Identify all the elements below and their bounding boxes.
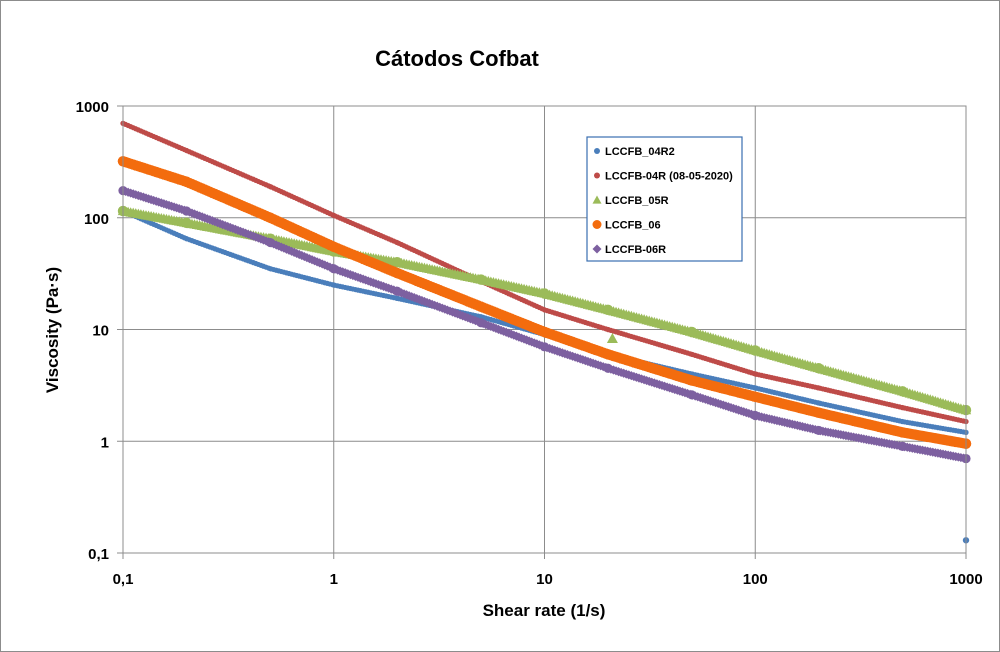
data-point <box>897 427 908 438</box>
data-point <box>814 425 824 436</box>
series-lccfb-06r <box>118 185 971 464</box>
x-tick-label: 100 <box>743 571 768 588</box>
data-point <box>181 206 192 216</box>
data-point <box>331 282 337 288</box>
data-point <box>181 176 192 187</box>
data-point <box>391 257 403 268</box>
data-point <box>603 363 613 373</box>
x-axis-title: Shear rate (1/s) <box>483 601 606 620</box>
legend-label: LCCFB_05R <box>605 195 669 207</box>
data-point <box>899 418 906 425</box>
data-point <box>539 326 550 338</box>
data-point <box>391 267 403 279</box>
outlier-point <box>606 333 618 343</box>
data-point <box>181 217 192 229</box>
data-point <box>265 237 275 248</box>
tick-labels: 0,1 1 10 100 1000 0,1 1 10 100 1000 <box>76 99 983 588</box>
legend: LCCFB_04R2 LCCFB-04R (08-05-2020) LCCFB_05… <box>586 136 743 262</box>
y-tick-label: 10 <box>92 323 109 340</box>
legend-entry: LCCFB_04R2 <box>594 146 675 158</box>
data-point <box>602 304 614 316</box>
legend-label: LCCFB-04R (08-05-2020) <box>605 171 733 183</box>
legend-entry: LCCFB-04R (08-05-2020) <box>594 171 733 183</box>
data-point <box>813 407 824 418</box>
data-point <box>394 295 400 301</box>
data-point <box>686 375 698 386</box>
x-tick-label: 1 <box>330 571 338 588</box>
legend-label: LCCFB_06 <box>605 220 661 232</box>
series-layer <box>117 120 972 544</box>
data-point <box>686 326 698 338</box>
data-point <box>475 301 487 312</box>
data-point <box>331 212 337 218</box>
y-tick-label: 100 <box>84 211 109 228</box>
data-point <box>897 386 908 397</box>
legend-marker <box>594 172 600 179</box>
data-point <box>816 400 822 406</box>
data-point <box>267 266 273 272</box>
legend-label: LCCFB_04R2 <box>605 146 675 158</box>
data-point <box>813 363 824 374</box>
data-point <box>750 410 760 421</box>
legend-marker <box>592 244 602 254</box>
data-point <box>605 326 611 333</box>
y-tick-label: 1000 <box>76 99 109 116</box>
data-point <box>183 236 190 242</box>
x-tick-label: 10 <box>536 571 553 588</box>
legend-entry: LCCFB_06 <box>592 220 661 232</box>
x-tick-label: 1000 <box>949 571 982 588</box>
data-point <box>750 391 761 402</box>
data-point <box>816 385 822 391</box>
y-tick-label: 0,1 <box>88 546 109 563</box>
data-point <box>265 212 276 223</box>
data-point <box>475 274 487 285</box>
data-point <box>539 342 550 352</box>
data-point <box>478 314 484 320</box>
y-tick-label: 1 <box>101 434 109 451</box>
legend-entry: LCCFB_05R <box>592 195 669 207</box>
x-tick-label: 0,1 <box>113 571 134 588</box>
series-lccfb-06 <box>117 156 972 449</box>
data-point <box>752 371 758 377</box>
data-point <box>897 441 908 451</box>
data-point <box>267 183 273 190</box>
chart-title: Cátodos Cofbat <box>375 46 539 71</box>
data-point <box>689 351 695 357</box>
data-point <box>183 147 190 154</box>
series-lccfb-04r-08-05-2020- <box>120 120 969 425</box>
data-point <box>541 307 548 313</box>
data-point <box>328 241 339 252</box>
data-point <box>899 405 906 411</box>
legend-marker <box>592 195 602 204</box>
legend-entry: LCCFB-06R <box>592 244 666 256</box>
data-point <box>602 349 614 360</box>
data-point <box>394 239 400 246</box>
data-point <box>476 318 486 328</box>
data-point <box>392 286 402 296</box>
legend-marker <box>592 220 602 229</box>
legend-box <box>586 136 743 262</box>
data-point <box>329 264 339 274</box>
y-axis-title: Viscosity (Pa·s) <box>43 267 62 393</box>
data-point <box>539 288 550 299</box>
data-point <box>750 345 761 356</box>
data-point <box>687 390 697 400</box>
legend-label: LCCFB-06R <box>605 244 666 256</box>
data-point <box>752 385 758 391</box>
legend-marker <box>594 148 600 154</box>
